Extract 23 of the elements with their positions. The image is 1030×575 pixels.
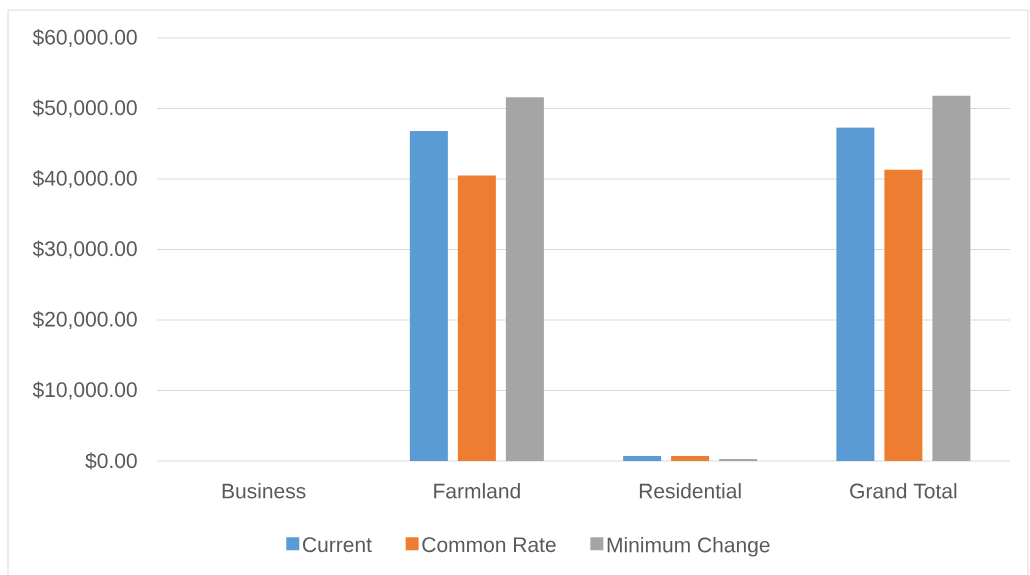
y-tick-label: $60,000.00 [32, 28, 137, 48]
y-tick-label: $10,000.00 [32, 381, 137, 400]
bar [719, 458, 758, 461]
y-tick-label: $50,000.00 [32, 99, 137, 118]
bar [409, 131, 448, 461]
bar [932, 95, 971, 461]
bar [671, 456, 710, 461]
legend-label: Minimum Change [607, 536, 770, 557]
x-tick-label: Farmland [434, 483, 520, 499]
bar [884, 169, 923, 461]
bar [623, 456, 662, 461]
x-tick-label: Residential [639, 483, 741, 499]
y-tick-label: $40,000.00 [32, 169, 137, 189]
legend-label: Common Rate [422, 537, 556, 553]
y-tick-label: $0.00 [85, 452, 137, 470]
x-tick-label: Business [222, 483, 306, 499]
bar [836, 127, 875, 461]
x-tick-label: Grand Total [850, 483, 957, 499]
y-tick-label: $20,000.00 [32, 310, 137, 330]
bar [505, 97, 544, 461]
y-tick-label: $30,000.00 [32, 240, 137, 259]
legend-label: Current [303, 537, 372, 553]
bar [457, 175, 496, 461]
